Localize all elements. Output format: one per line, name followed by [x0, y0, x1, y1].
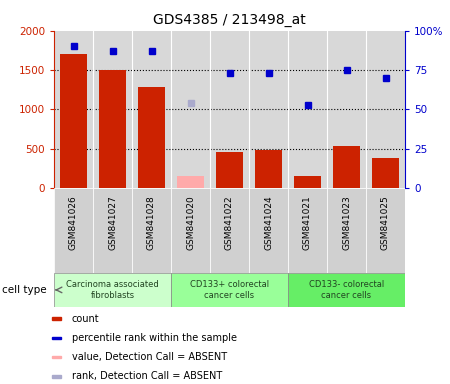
Text: count: count: [72, 314, 99, 324]
Bar: [132, 188, 171, 273]
Text: cell type: cell type: [2, 285, 47, 295]
Text: CD133- colorectal
cancer cells: CD133- colorectal cancer cells: [309, 280, 384, 300]
Text: GSM841023: GSM841023: [342, 195, 351, 250]
Bar: [255, 150, 282, 188]
Bar: [54, 273, 171, 306]
Text: rank, Detection Call = ABSENT: rank, Detection Call = ABSENT: [72, 371, 222, 381]
Text: value, Detection Call = ABSENT: value, Detection Call = ABSENT: [72, 352, 227, 362]
Bar: [52, 336, 61, 339]
Title: GDS4385 / 213498_at: GDS4385 / 213498_at: [153, 13, 306, 27]
Bar: [52, 356, 61, 359]
Bar: [294, 175, 321, 188]
Bar: [372, 158, 399, 188]
Bar: [93, 188, 132, 273]
Bar: [366, 188, 405, 273]
Text: percentile rank within the sample: percentile rank within the sample: [72, 333, 237, 343]
Text: GSM841024: GSM841024: [264, 195, 273, 250]
Text: GSM841021: GSM841021: [303, 195, 312, 250]
Bar: [333, 146, 360, 188]
Bar: [60, 55, 87, 188]
Text: GSM841026: GSM841026: [69, 195, 78, 250]
Bar: [216, 152, 243, 188]
Bar: [288, 273, 405, 306]
Text: Carcinoma associated
fibroblasts: Carcinoma associated fibroblasts: [66, 280, 159, 300]
Bar: [171, 188, 210, 273]
Text: GSM841022: GSM841022: [225, 195, 234, 250]
Bar: [52, 317, 61, 320]
Bar: [171, 273, 288, 306]
Bar: [210, 188, 249, 273]
Bar: [249, 188, 288, 273]
Bar: [99, 70, 126, 188]
Text: GSM841028: GSM841028: [147, 195, 156, 250]
Bar: [327, 188, 366, 273]
Text: CD133+ colorectal
cancer cells: CD133+ colorectal cancer cells: [190, 280, 269, 300]
Bar: [138, 88, 165, 188]
Bar: [54, 188, 93, 273]
Text: GSM841025: GSM841025: [381, 195, 390, 250]
Text: GSM841020: GSM841020: [186, 195, 195, 250]
Text: GSM841027: GSM841027: [108, 195, 117, 250]
Bar: [177, 175, 204, 188]
Bar: [288, 188, 327, 273]
Bar: [52, 375, 61, 378]
